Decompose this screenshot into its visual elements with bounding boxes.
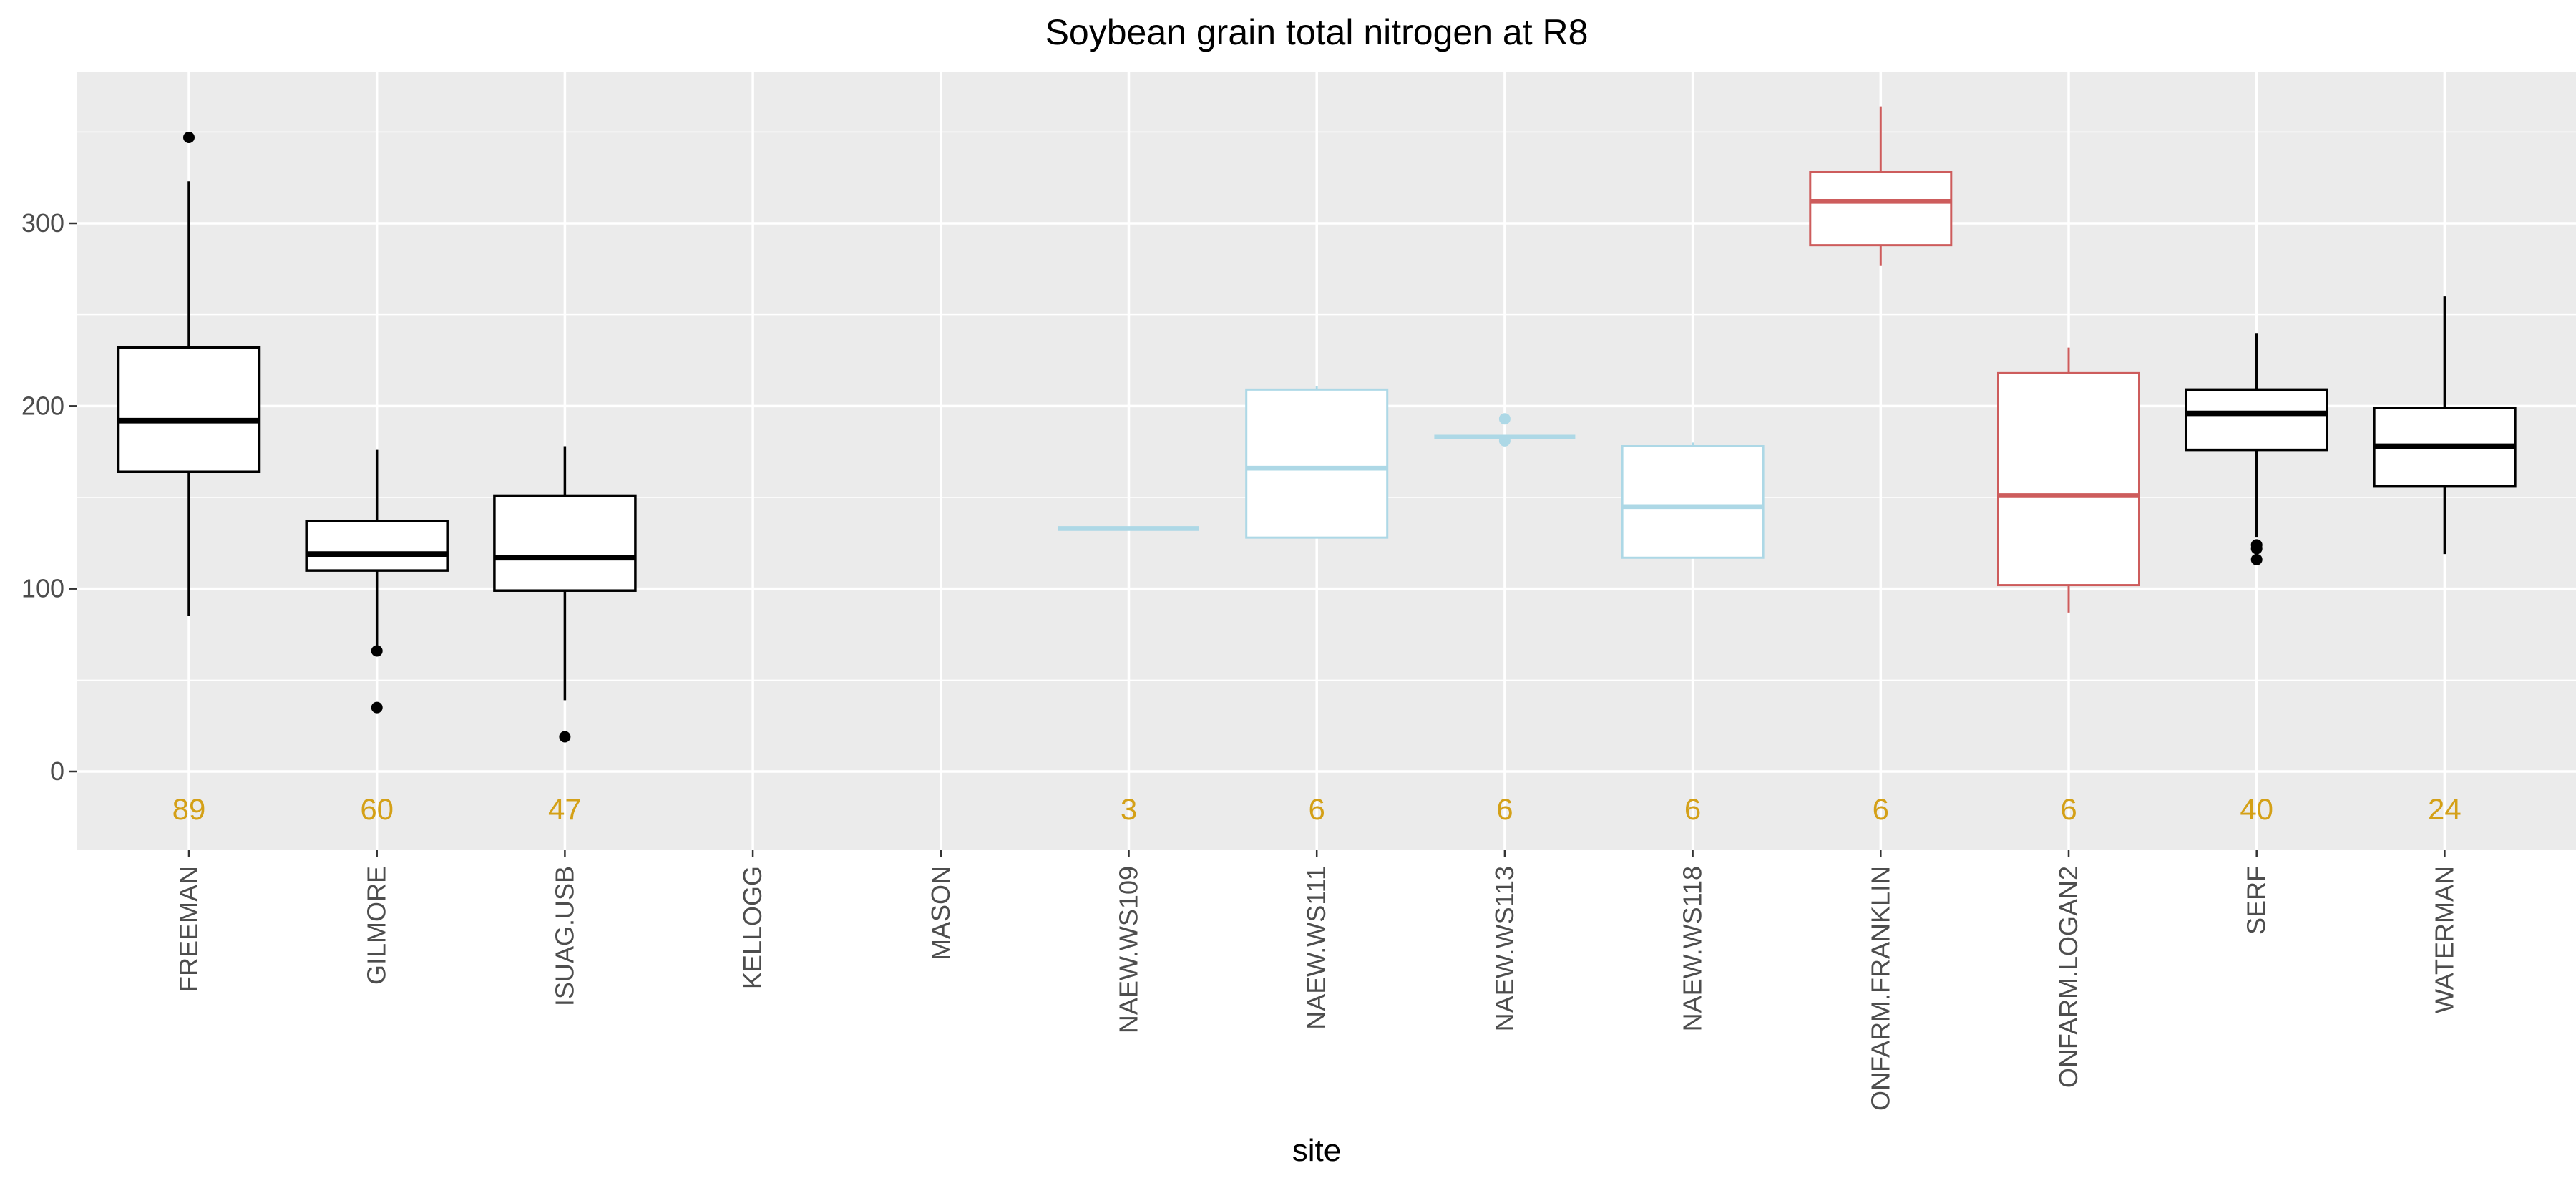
outlier-point	[183, 131, 195, 143]
outlier-point	[371, 701, 383, 714]
y-axis: 0 100 200 300	[21, 208, 77, 786]
count-label: 89	[172, 792, 206, 826]
count-label: 24	[2428, 792, 2462, 826]
boxplot	[2373, 296, 2517, 555]
box	[493, 494, 637, 592]
count-label: 6	[1873, 792, 1889, 826]
count-label: 40	[2240, 792, 2273, 826]
x-tick-label: WATERMAN	[2429, 866, 2459, 1013]
x-tick-label: NAEW.WS109	[1114, 866, 1143, 1033]
count-label: 3	[1121, 792, 1137, 826]
box	[2185, 388, 2328, 452]
boxplot	[117, 131, 261, 616]
x-tick-label: FREEMAN	[174, 866, 203, 992]
box	[1245, 388, 1389, 539]
x-tick-label: SERF	[2242, 866, 2271, 935]
x-axis: FREEMAN GILMORE ISUAG.USB KELLOGG MASON NAEW.…	[174, 850, 2459, 1111]
x-tick-label: KELLOGG	[738, 866, 767, 989]
x-tick-label: NAEW.WS113	[1490, 866, 1519, 1031]
outlier-point	[1498, 434, 1511, 447]
x-tick-label: MASON	[926, 866, 955, 960]
y-tick-label: 200	[21, 391, 64, 420]
count-label: 47	[548, 792, 582, 826]
boxplot	[1621, 442, 1765, 559]
y-tick-label: 300	[21, 208, 64, 238]
boxplot	[1245, 386, 1389, 539]
x-tick-label: NAEW.WS111	[1302, 866, 1331, 1030]
y-tick-label: 0	[50, 756, 64, 786]
x-tick-label: ONFARM.LOGAN2	[2054, 866, 2083, 1088]
x-tick-label: NAEW.WS118	[1678, 866, 1707, 1031]
outlier-point	[371, 645, 383, 657]
outlier-point	[559, 731, 571, 743]
x-axis-label: site	[1292, 1133, 1341, 1168]
boxplot	[1997, 347, 2140, 613]
box	[1621, 445, 1765, 559]
chart-title: Soybean grain total nitrogen at R8	[1045, 12, 1589, 52]
boxplot	[305, 449, 449, 714]
x-tick-label: ISUAG.USB	[550, 866, 579, 1006]
count-label: 6	[1684, 792, 1701, 826]
count-label: 6	[1309, 792, 1325, 826]
count-label: 60	[360, 792, 394, 826]
count-label: 6	[2060, 792, 2077, 826]
boxplot	[2185, 333, 2328, 565]
count-labels: 89 60 47 3 6 6 6 6 6 40 24	[172, 792, 2462, 826]
outlier-point	[2250, 553, 2263, 565]
x-tick-label: ONFARM.FRANKLIN	[1865, 866, 1895, 1111]
box	[305, 520, 449, 572]
box	[1997, 371, 2140, 587]
box	[1809, 171, 1953, 247]
y-tick-label: 100	[21, 574, 64, 603]
boxplots	[117, 106, 2517, 743]
box	[117, 346, 261, 474]
x-tick-label: GILMORE	[362, 866, 391, 985]
outlier-point	[2250, 542, 2263, 555]
boxplot	[1434, 413, 1576, 447]
outlier-point	[1498, 413, 1511, 425]
boxplot	[493, 446, 637, 743]
count-label: 6	[1496, 792, 1513, 826]
boxplot	[1809, 106, 1953, 266]
